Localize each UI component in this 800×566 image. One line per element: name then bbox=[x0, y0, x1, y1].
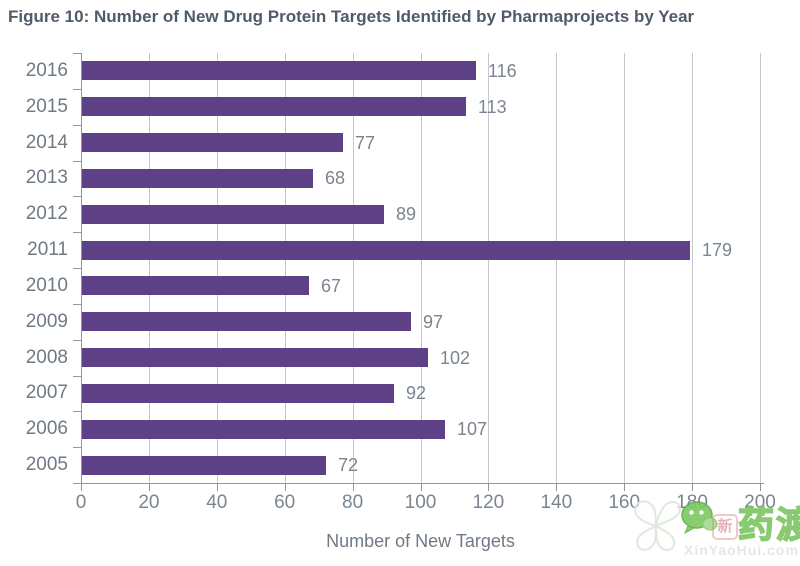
value-label-2008: 102 bbox=[440, 347, 471, 368]
value-label-2012: 89 bbox=[396, 204, 417, 225]
x-tick-label-140: 140 bbox=[540, 492, 573, 513]
bar-2010 bbox=[82, 276, 309, 296]
bar-2012 bbox=[82, 204, 384, 224]
gridline-60 bbox=[284, 53, 286, 483]
y-axis-tick bbox=[73, 375, 81, 377]
y-axis-tick bbox=[73, 196, 81, 198]
category-label-2007: 2007 bbox=[25, 382, 68, 404]
x-tick-label-200: 200 bbox=[744, 492, 776, 513]
gridline-200 bbox=[760, 53, 761, 483]
bar-2015 bbox=[82, 97, 466, 117]
bar-2013 bbox=[82, 168, 313, 188]
x-tick-label-80: 80 bbox=[342, 492, 364, 513]
y-axis-tick bbox=[73, 53, 81, 54]
x-tick-label-100: 100 bbox=[404, 492, 437, 513]
x-axis-title: Number of New Targets bbox=[326, 531, 515, 551]
y-axis-tick bbox=[73, 268, 81, 269]
category-label-2012: 2012 bbox=[25, 203, 68, 225]
bar-2016 bbox=[82, 61, 476, 81]
category-label-2011: 2011 bbox=[27, 239, 68, 261]
category-label-2015: 2015 bbox=[25, 95, 68, 117]
x-tick-label-20: 20 bbox=[138, 492, 160, 513]
x-axis-tick-60 bbox=[284, 483, 286, 491]
gridline-180 bbox=[692, 53, 694, 483]
category-label-2005: 2005 bbox=[25, 454, 68, 476]
gridline-20 bbox=[148, 53, 150, 483]
y-axis-tick bbox=[73, 447, 81, 449]
value-label-2011: 179 bbox=[702, 240, 733, 261]
x-tick-label-160: 160 bbox=[608, 492, 641, 513]
bar-2006 bbox=[82, 419, 445, 439]
bar-2009 bbox=[82, 312, 411, 332]
value-label-2007: 92 bbox=[406, 383, 427, 404]
x-tick-label-120: 120 bbox=[472, 492, 505, 513]
x-axis-tick-140 bbox=[556, 483, 558, 491]
x-tick-label-0: 0 bbox=[75, 492, 87, 513]
value-label-2005: 72 bbox=[338, 455, 359, 476]
category-label-2014: 2014 bbox=[25, 131, 68, 153]
y-axis-tick bbox=[73, 88, 81, 90]
category-label-2006: 2006 bbox=[25, 418, 68, 440]
y-axis-tick bbox=[73, 124, 81, 126]
x-axis-tick-20 bbox=[148, 483, 150, 491]
x-tick-label-60: 60 bbox=[274, 492, 296, 513]
value-label-2009: 97 bbox=[423, 311, 444, 332]
y-axis-tick bbox=[73, 339, 81, 341]
x-axis-tick-180 bbox=[692, 483, 694, 491]
value-label-2010: 67 bbox=[321, 275, 342, 296]
category-label-2010: 2010 bbox=[25, 274, 68, 296]
x-axis-tick-120 bbox=[488, 483, 490, 491]
category-label-2008: 2008 bbox=[25, 346, 68, 368]
chart-title: Figure 10: Number of New Drug Protein Ta… bbox=[8, 7, 695, 26]
value-label-2006: 107 bbox=[457, 419, 488, 440]
x-axis-tick-0 bbox=[81, 483, 82, 491]
category-label-2009: 2009 bbox=[25, 310, 68, 332]
category-label-2016: 2016 bbox=[25, 59, 68, 81]
gridline-80 bbox=[352, 53, 354, 483]
y-axis-tick bbox=[73, 303, 81, 305]
gridline-140 bbox=[556, 53, 558, 483]
bar-2008 bbox=[82, 348, 428, 368]
y-axis-tick bbox=[73, 483, 81, 484]
gridline-100 bbox=[420, 53, 422, 483]
category-label-2013: 2013 bbox=[25, 167, 68, 189]
x-axis-tick-100 bbox=[420, 483, 422, 491]
x-axis-line bbox=[73, 483, 764, 484]
bar-2014 bbox=[82, 133, 343, 153]
bar-2007 bbox=[82, 383, 394, 403]
value-label-2015: 113 bbox=[478, 96, 507, 117]
x-axis-tick-80 bbox=[352, 483, 354, 491]
x-axis-tick-160 bbox=[624, 483, 626, 491]
x-tick-label-180: 180 bbox=[676, 492, 708, 513]
y-axis-tick bbox=[73, 411, 81, 413]
gridline-160 bbox=[624, 53, 626, 483]
y-axis-tick bbox=[73, 232, 81, 234]
bar-2005 bbox=[82, 455, 326, 475]
x-tick-label-40: 40 bbox=[206, 492, 228, 513]
value-label-2014: 77 bbox=[355, 132, 376, 153]
gridline-120 bbox=[488, 53, 490, 483]
x-axis-tick-200 bbox=[760, 483, 761, 491]
gridline-40 bbox=[216, 53, 218, 483]
y-axis-tick bbox=[73, 160, 81, 162]
y-axis-line bbox=[81, 53, 82, 483]
bar-2011 bbox=[82, 240, 690, 260]
x-axis-tick-40 bbox=[216, 483, 218, 491]
value-label-2013: 68 bbox=[325, 168, 346, 189]
value-label-2016: 116 bbox=[488, 60, 517, 81]
